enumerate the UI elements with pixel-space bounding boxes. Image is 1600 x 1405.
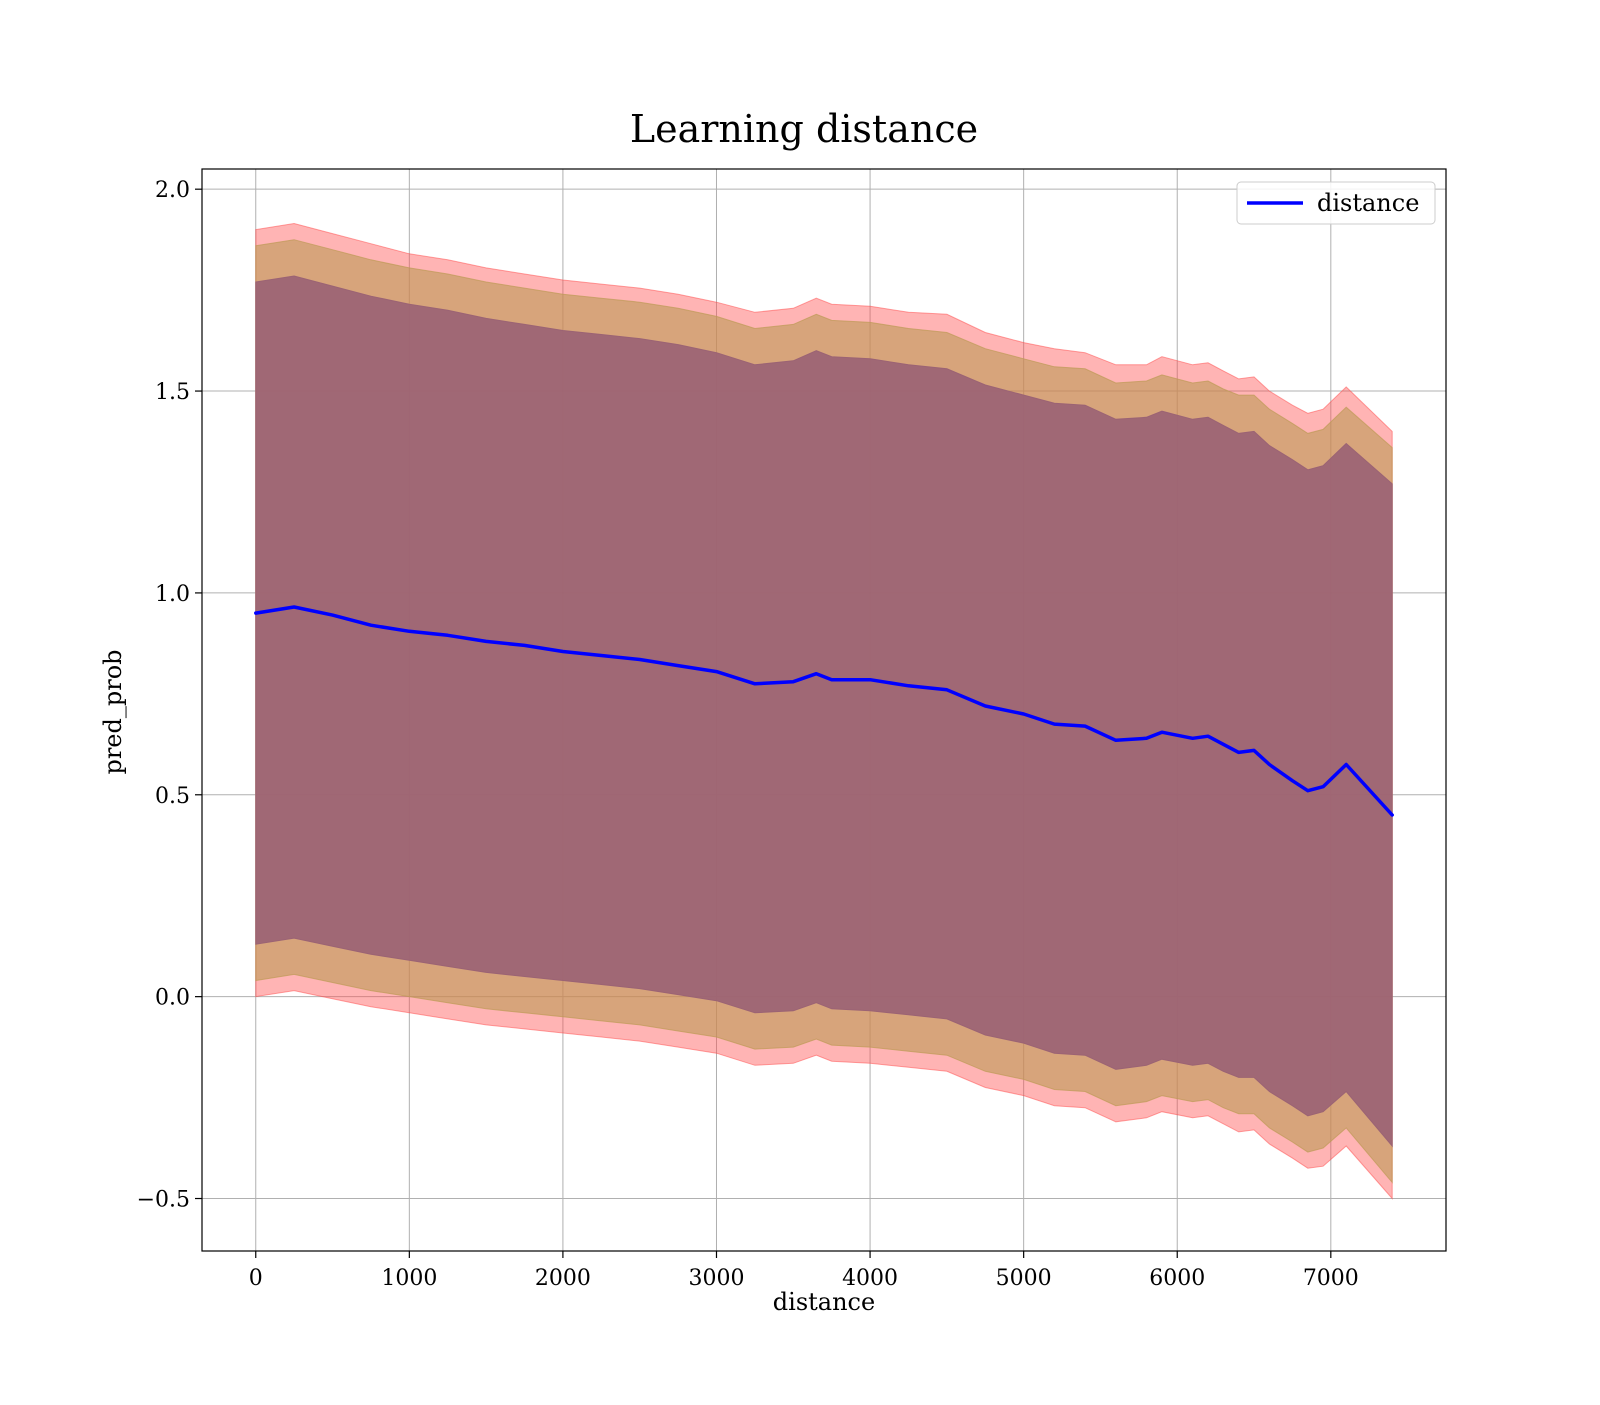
y-tick-label: −0.5 bbox=[137, 1188, 190, 1213]
x-tick-label: 7000 bbox=[1303, 1266, 1359, 1291]
legend-box bbox=[1236, 181, 1436, 225]
chart-title: Learning distance bbox=[630, 107, 978, 151]
x-tick-label: 4000 bbox=[842, 1266, 898, 1291]
x-tick-label: 1000 bbox=[381, 1266, 437, 1291]
y-axis-title: pred_prob bbox=[99, 649, 127, 774]
y-tick-label: 1.0 bbox=[155, 582, 190, 607]
y-tick-label: 2.0 bbox=[155, 178, 190, 203]
series-line-distance bbox=[254, 605, 1394, 817]
x-tick-label: 6000 bbox=[1149, 1266, 1205, 1291]
band-inner bbox=[255, 275, 1393, 1148]
y-tick-label: 0.5 bbox=[155, 784, 190, 809]
x-axis-title: distance bbox=[773, 1288, 875, 1316]
axes-frame bbox=[201, 168, 1447, 1252]
y-tick-label: 1.5 bbox=[155, 380, 190, 405]
plot-area: 0 1000 2000 3000 4000 5000 6000 7000 −0.5 0.0 0.5 1… bbox=[137, 168, 1447, 1291]
x-tick-label: 0 bbox=[249, 1266, 263, 1291]
x-tick-label: 2000 bbox=[535, 1266, 591, 1291]
y-tick-label: 0.0 bbox=[155, 986, 190, 1011]
legend-label: distance bbox=[1317, 189, 1419, 217]
x-tick-label: 3000 bbox=[688, 1266, 744, 1291]
legend: distance bbox=[1236, 181, 1436, 225]
x-tick-label: 5000 bbox=[996, 1266, 1052, 1291]
